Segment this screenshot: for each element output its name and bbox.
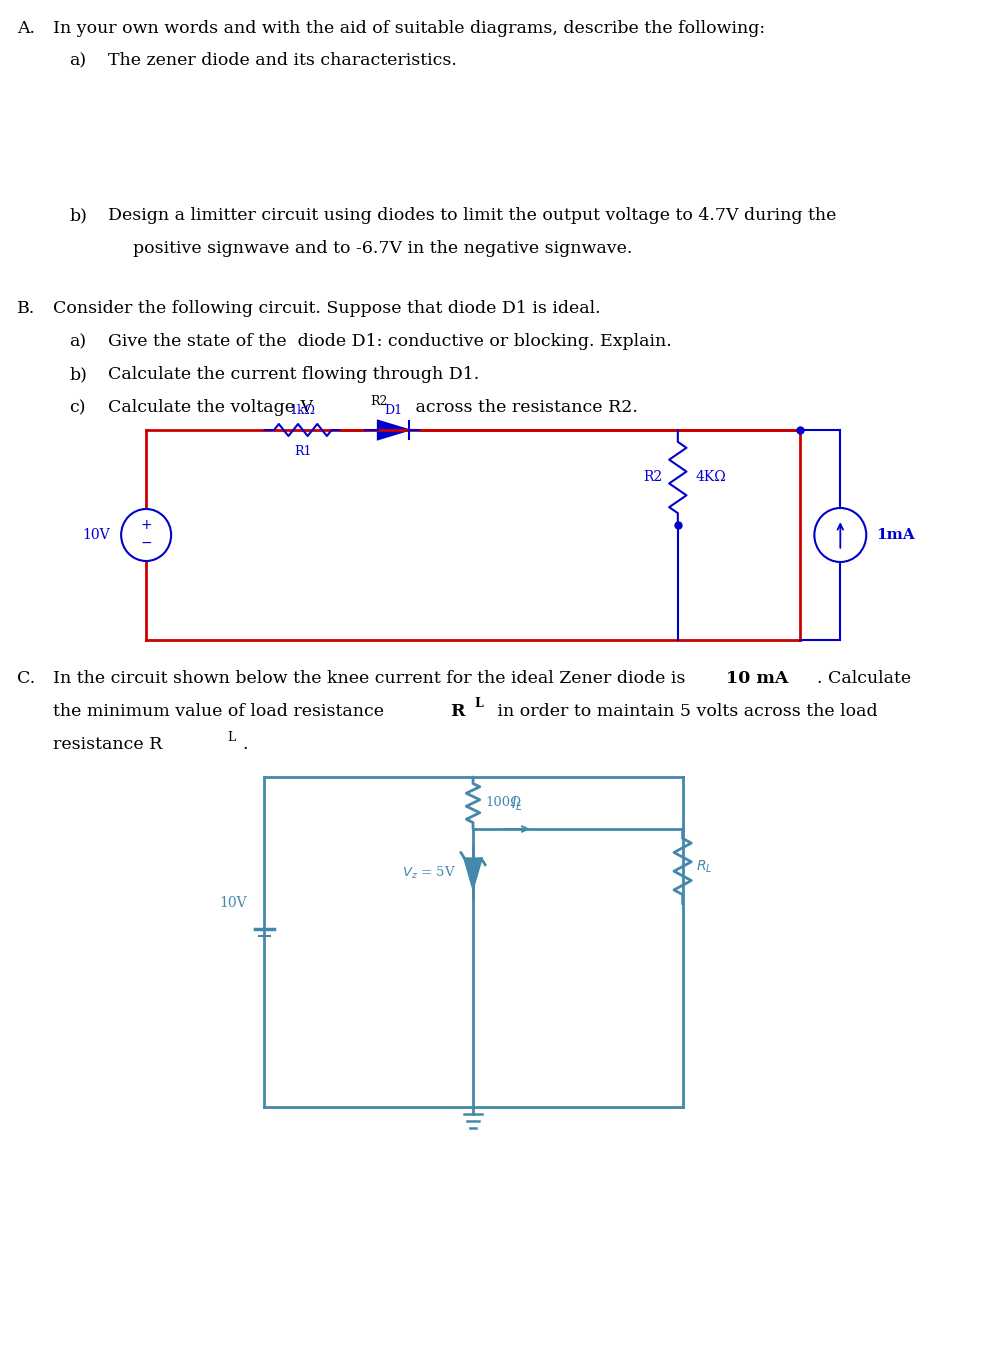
Text: 1kΩ: 1kΩ xyxy=(290,405,316,417)
Text: in order to maintain 5 volts across the load: in order to maintain 5 volts across the … xyxy=(492,703,878,720)
Polygon shape xyxy=(465,858,481,887)
Text: In your own words and with the aid of suitable diagrams, describe the following:: In your own words and with the aid of su… xyxy=(53,20,765,37)
Text: b): b) xyxy=(69,207,87,223)
Text: Give the state of the  diode D1: conductive or blocking. Explain.: Give the state of the diode D1: conducti… xyxy=(107,332,671,350)
Text: a): a) xyxy=(69,332,86,350)
Text: L: L xyxy=(474,697,483,710)
Text: 1mA: 1mA xyxy=(876,528,915,542)
Text: R2: R2 xyxy=(370,395,388,409)
Text: $R_L$: $R_L$ xyxy=(696,858,712,874)
Polygon shape xyxy=(378,421,409,440)
Text: The zener diode and its characteristics.: The zener diode and its characteristics. xyxy=(107,52,457,69)
Text: c): c) xyxy=(69,399,86,415)
Text: b): b) xyxy=(69,366,87,383)
Text: positive signwave and to -6.7V in the negative signwave.: positive signwave and to -6.7V in the ne… xyxy=(132,240,632,257)
Text: 10V: 10V xyxy=(219,896,247,910)
Text: −: − xyxy=(140,537,152,550)
Text: +: + xyxy=(140,518,152,533)
Text: $V_z$ = 5V: $V_z$ = 5V xyxy=(402,865,456,881)
Text: R1: R1 xyxy=(295,445,312,458)
Text: D1: D1 xyxy=(384,405,402,417)
Text: In the circuit shown below the knee current for the ideal Zener diode is: In the circuit shown below the knee curr… xyxy=(53,670,690,686)
Text: Calculate the voltage V: Calculate the voltage V xyxy=(107,399,313,415)
Text: the minimum value of load resistance: the minimum value of load resistance xyxy=(53,703,390,720)
Text: .: . xyxy=(242,735,247,753)
Circle shape xyxy=(815,508,867,563)
Text: resistance R: resistance R xyxy=(53,735,162,753)
Text: 100Ω: 100Ω xyxy=(486,797,522,809)
Text: R2: R2 xyxy=(643,470,662,485)
Text: A.: A. xyxy=(17,20,35,37)
Text: 10V: 10V xyxy=(82,528,109,542)
Text: a): a) xyxy=(69,52,86,69)
Text: across the resistance R2.: across the resistance R2. xyxy=(410,399,637,415)
Text: . Calculate: . Calculate xyxy=(818,670,912,686)
Text: $I_L$: $I_L$ xyxy=(511,794,523,813)
Text: R: R xyxy=(450,703,465,720)
Text: L: L xyxy=(226,731,235,744)
Text: B.: B. xyxy=(17,300,35,317)
Text: 4KΩ: 4KΩ xyxy=(695,470,725,485)
Text: Design a limitter circuit using diodes to limit the output voltage to 4.7V durin: Design a limitter circuit using diodes t… xyxy=(107,207,836,223)
Circle shape xyxy=(121,509,171,561)
Text: Calculate the current flowing through D1.: Calculate the current flowing through D1… xyxy=(107,366,479,383)
Text: Consider the following circuit. Suppose that diode D1 is ideal.: Consider the following circuit. Suppose … xyxy=(53,300,600,317)
Text: 10 mA: 10 mA xyxy=(725,670,789,686)
Text: C.: C. xyxy=(17,670,35,686)
